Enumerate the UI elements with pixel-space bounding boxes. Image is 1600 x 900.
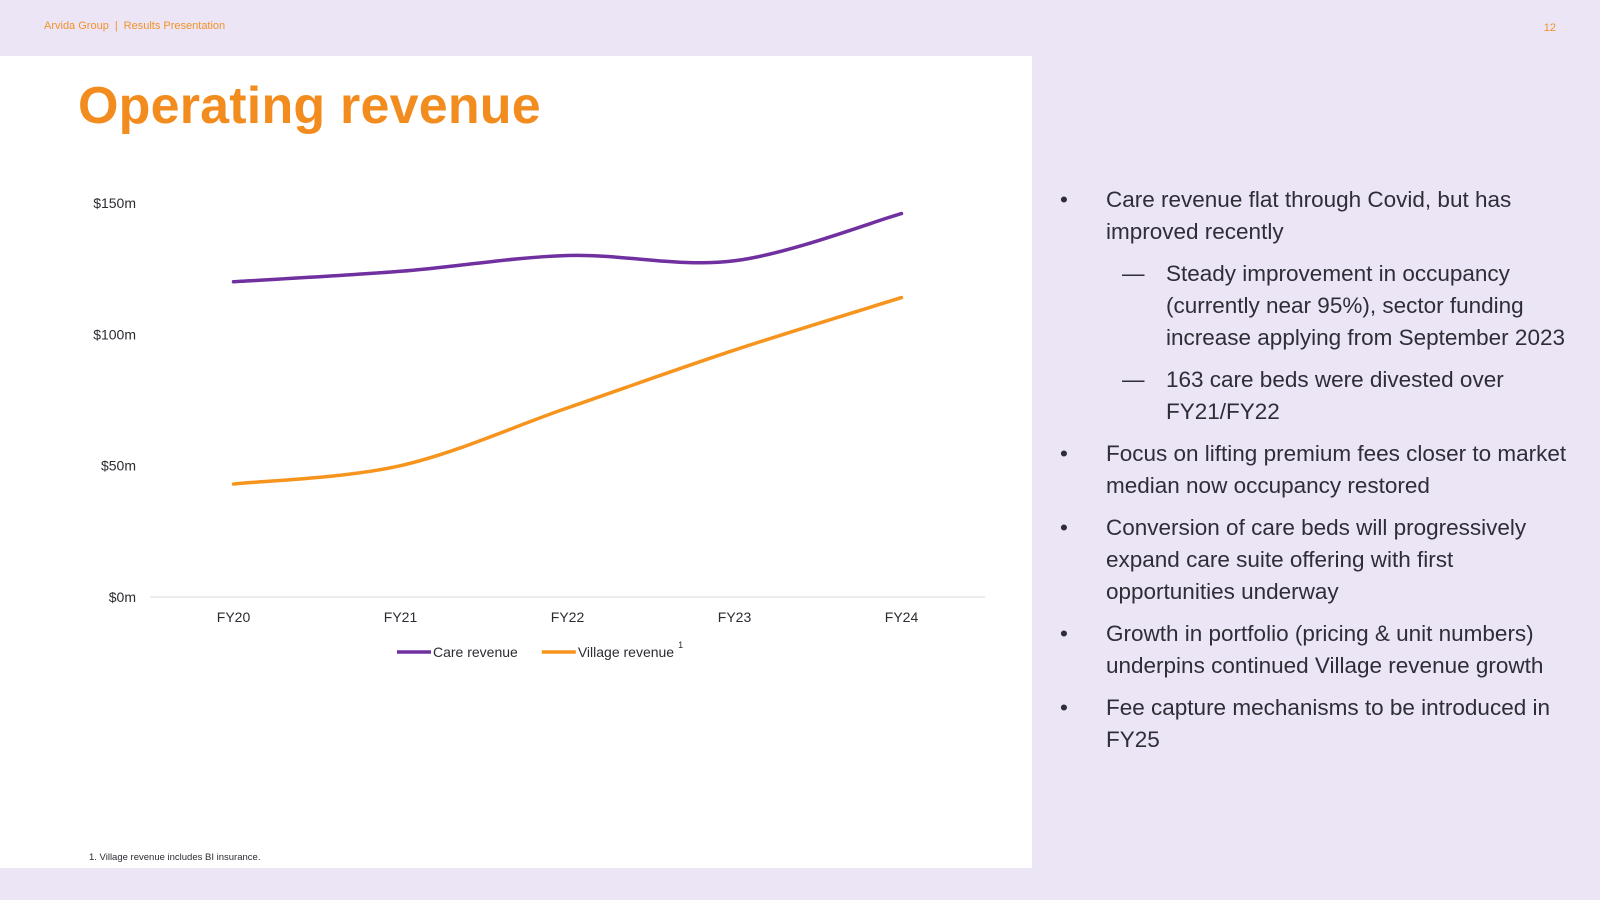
x-tick-label: FY22 [551, 609, 585, 625]
care-revenue-line [231, 211, 904, 284]
bullet-marker: • [1060, 515, 1068, 540]
sub-bullet-item: — 163 care beds were divested over FY21/… [1058, 364, 1578, 428]
sub-bullet-item: — Steady improvement in occupancy (curre… [1058, 258, 1578, 354]
legend-superscript: 1 [678, 640, 683, 650]
header-breadcrumb: Arvida Group | Results Presentation [44, 20, 225, 32]
bullet-item: • Focus on lifting premium fees closer t… [1058, 438, 1578, 502]
sub-bullet-text: 163 care beds were divested over FY21/FY… [1166, 367, 1504, 424]
y-tick-label: $50m [101, 458, 136, 474]
bullet-text: Focus on lifting premium fees closer to … [1106, 441, 1567, 498]
page-number: 12 [1543, 22, 1556, 34]
legend-label-village-revenue: Village revenue [578, 644, 674, 660]
bullet-marker: • [1060, 695, 1068, 720]
y-tick-label: $0m [109, 589, 136, 605]
x-tick-label: FY23 [718, 609, 752, 625]
x-tick-label: FY21 [384, 609, 418, 625]
dash-marker: — [1122, 367, 1145, 392]
operating-revenue-chart: $0m $50m $100m $150m FY20 FY21 FY22 FY23 FY24 Car… [93, 195, 985, 660]
bullet-text: Fee capture mechanisms to be introduced … [1106, 695, 1550, 752]
bullet-marker: • [1060, 621, 1068, 646]
bullet-item: • Conversion of care beds will progressi… [1058, 512, 1578, 608]
bullet-text: Care revenue flat through Covid, but has… [1106, 187, 1512, 244]
bullet-marker: • [1060, 441, 1068, 466]
chart-panel [0, 56, 1032, 868]
sub-bullet-text: Steady improvement in occupancy (current… [1166, 261, 1565, 350]
y-tick-label: $100m [93, 326, 136, 342]
village-revenue-line [231, 295, 904, 486]
bullet-item: • Fee capture mechanisms to be introduce… [1058, 692, 1578, 756]
company-name: Arvida Group [44, 20, 109, 32]
bullet-item: • Growth in portfolio (pricing & unit nu… [1058, 618, 1578, 682]
y-tick-label: $150m [93, 195, 136, 211]
legend-label-care-revenue: Care revenue [433, 644, 518, 660]
bullet-marker: • [1060, 187, 1068, 212]
x-tick-label: FY20 [217, 609, 251, 625]
bullet-item: • Care revenue flat through Covid, but h… [1058, 184, 1578, 248]
bullet-text: Growth in portfolio (pricing & unit numb… [1106, 621, 1544, 678]
page-title: Operating revenue [78, 77, 541, 135]
bullet-list: • Care revenue flat through Covid, but h… [1058, 184, 1578, 766]
dash-marker: — [1122, 261, 1145, 286]
bullet-text: Conversion of care beds will progressive… [1106, 515, 1527, 604]
header-separator: | [114, 20, 118, 32]
x-tick-label: FY24 [885, 609, 919, 625]
presentation-name: Results Presentation [123, 20, 226, 32]
footnote: 1. Village revenue includes BI insurance… [89, 852, 261, 863]
